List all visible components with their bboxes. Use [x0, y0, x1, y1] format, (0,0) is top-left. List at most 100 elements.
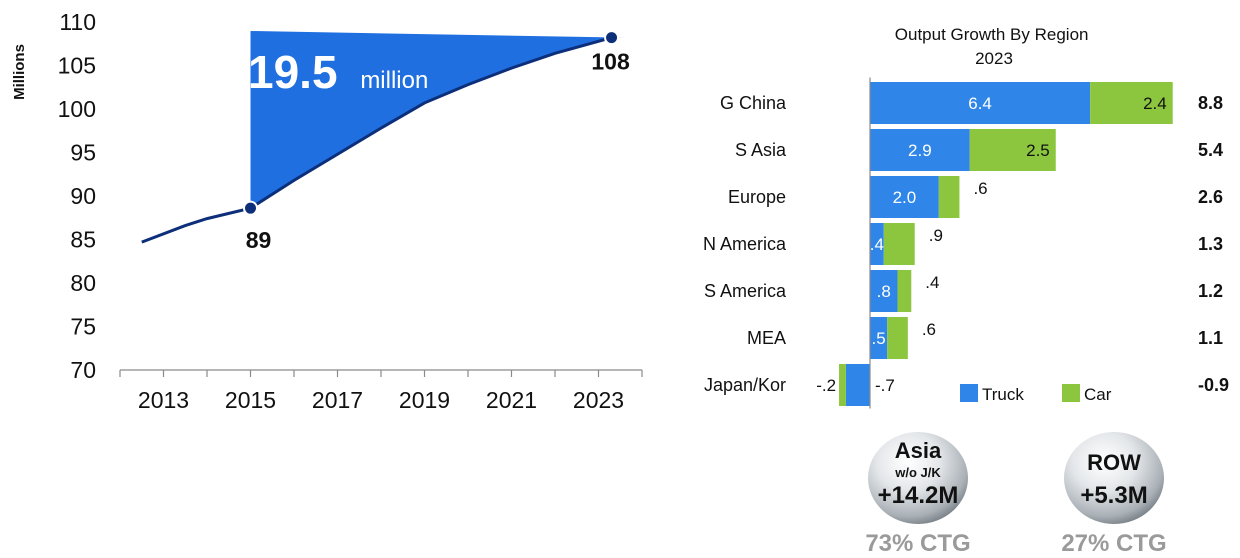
sphere-asia-sub: w/o J/K — [894, 465, 941, 480]
total-value-label: 2.6 — [1198, 187, 1223, 207]
sphere-shape — [1064, 432, 1164, 524]
y-tick-label: 75 — [70, 314, 96, 340]
bar-segment-truck — [870, 82, 1091, 124]
car-value-label: 2.4 — [1143, 94, 1167, 113]
legend-label-truck: Truck — [982, 385, 1024, 404]
marker-point — [604, 30, 620, 46]
category-label: MEA — [747, 328, 786, 348]
car-value-label: .4 — [925, 273, 939, 292]
series-line — [141, 36, 612, 244]
y-tick-label: 90 — [70, 183, 96, 209]
x-tick-label: 2017 — [312, 387, 363, 413]
bar-chart-title-line-2: 2023 — [975, 49, 1013, 68]
category-label: N America — [703, 234, 787, 254]
category-label: G China — [720, 93, 787, 113]
bar-row: G China 6.4 2.4 8.8 — [720, 82, 1223, 124]
bar-segment-truck — [870, 129, 970, 171]
growth-number: 19.5 — [248, 46, 338, 98]
bar-segment-car — [938, 176, 960, 218]
bar-row: S America .8 .4 1.2 — [704, 270, 1223, 312]
y-tick-label: 95 — [70, 140, 96, 166]
sphere-row-region: ROW — [1087, 450, 1141, 475]
legend-swatch-car — [1062, 384, 1080, 402]
bar-segment-truck — [870, 176, 939, 218]
car-value-label: .9 — [929, 226, 943, 245]
y-axis-label: Millions — [11, 44, 28, 100]
category-label: Europe — [728, 187, 786, 207]
sphere-row-value: +5.3M — [1080, 482, 1147, 509]
total-value-label: 1.2 — [1198, 281, 1223, 301]
truck-value-label: .8 — [877, 282, 891, 301]
x-tick-label: 2015 — [225, 387, 276, 413]
marker-point — [243, 200, 258, 216]
legend-label-car: Car — [1084, 385, 1112, 404]
total-value-label: -0.9 — [1198, 375, 1229, 395]
y-tick-label: 70 — [70, 357, 96, 383]
growth-value: 19.5 million — [248, 46, 428, 98]
bar-row: Europe 2.0 .6 2.6 — [728, 176, 1223, 218]
bar-segment-truck — [845, 364, 870, 406]
truck-value-label: -.7 — [875, 376, 895, 395]
x-tick-label: 2021 — [486, 387, 537, 413]
bar-segment-truck — [870, 223, 884, 265]
bar-row: Japan/Kor -.7 -.2 -0.9 — [704, 364, 1229, 406]
car-value-label: -.2 — [816, 376, 836, 395]
truck-value-label: 2.9 — [908, 141, 932, 160]
x-tick-label: 2023 — [573, 387, 624, 413]
bar-segment-car — [897, 270, 912, 312]
sphere-asia-share: 73% CTG — [865, 530, 970, 557]
truck-value-label: 2.0 — [893, 188, 917, 207]
category-label: S America — [704, 281, 787, 301]
sphere-shape — [868, 432, 968, 524]
bar-segment-car — [839, 364, 846, 406]
y-tick-label: 100 — [58, 96, 96, 122]
bar-chart-title-line-1: Output Growth By Region — [895, 25, 1089, 44]
category-label: S Asia — [735, 140, 787, 160]
category-label: Japan/Kor — [704, 375, 786, 395]
marker-label: 89 — [246, 227, 272, 253]
x-tick-label: 2013 — [138, 387, 189, 413]
x-tick-label: 2019 — [399, 387, 450, 413]
y-tick-label: 105 — [58, 53, 96, 79]
total-value-label: 8.8 — [1198, 93, 1223, 113]
sphere-asia-region: Asia — [895, 438, 942, 463]
total-value-label: 1.3 — [1198, 234, 1223, 254]
bar-row: N America .4 .9 1.3 — [703, 223, 1223, 265]
car-value-label: .6 — [922, 320, 936, 339]
sphere-asia-value: +14.2M — [878, 482, 959, 509]
car-value-label: 2.5 — [1026, 141, 1050, 160]
sphere-asia: Asia w/o J/K +14.2M 73% CTG — [865, 432, 971, 557]
bar-rows: G China 6.4 2.4 8.8 S Asia 2.9 2.5 5.4 Europe 2.0… — [703, 82, 1229, 406]
bar-row: MEA .5 .6 1.1 — [747, 317, 1223, 359]
y-tick-label: 85 — [70, 227, 96, 253]
truck-value-label: .4 — [870, 235, 884, 254]
total-value-label: 5.4 — [1198, 140, 1223, 160]
markers: 89 108 — [243, 30, 630, 253]
bar-chart: Output Growth By Region 2023 G China 6.4 2… — [703, 25, 1229, 409]
bar-chart-title: Output Growth By Region 2023 — [895, 25, 1093, 68]
legend-swatch-truck — [960, 384, 978, 402]
summary-spheres: Asia w/o J/K +14.2M 73% CTG ROW +5.3M 27… — [865, 432, 1167, 557]
bar-segment-car — [1090, 82, 1173, 124]
sphere-row: ROW +5.3M 27% CTG — [1061, 432, 1167, 557]
y-tick-label: 110 — [59, 9, 96, 35]
truck-value-label: 6.4 — [968, 94, 992, 113]
total-value-label: 1.1 — [1198, 328, 1223, 348]
bar-segment-car — [969, 129, 1056, 171]
sphere-row-share: 27% CTG — [1061, 530, 1166, 557]
truck-value-label: .5 — [872, 329, 886, 348]
marker-label: 108 — [591, 49, 630, 75]
bar-segment-car — [883, 223, 915, 265]
car-value-label: .6 — [973, 179, 987, 198]
legend: Truck Car — [960, 384, 1112, 404]
growth-area — [250, 31, 626, 209]
bar-segment-truck — [870, 270, 898, 312]
bar-segment-car — [887, 317, 908, 359]
x-axis-ticks: 2013 2015 2017 2019 2021 2023 — [119, 370, 643, 413]
bar-row: S Asia 2.9 2.5 5.4 — [735, 129, 1223, 171]
growth-unit: million — [360, 67, 428, 94]
y-axis-ticks: 70 75 80 85 90 95 100 105 110 — [58, 9, 96, 383]
y-tick-label: 80 — [70, 270, 96, 296]
